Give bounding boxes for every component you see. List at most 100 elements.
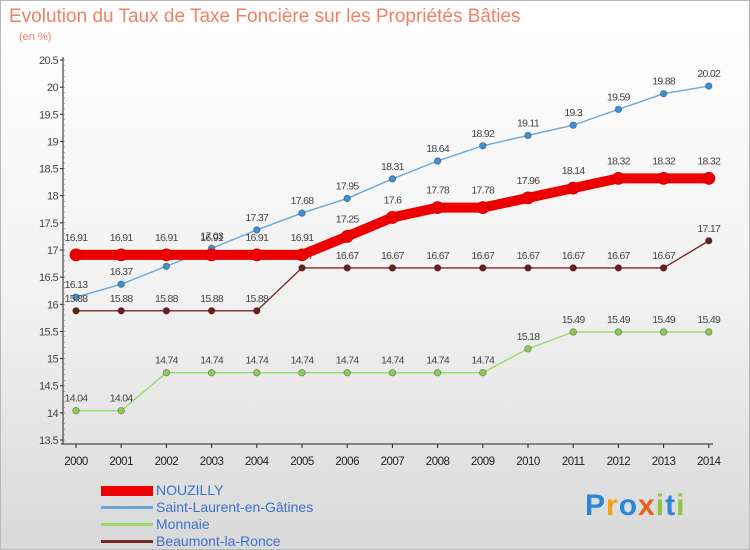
data-point-saint-laurent-en-g-tines (569, 121, 577, 129)
data-label-beaumont-la-ronce: 15.88 (200, 293, 224, 305)
y-tick-label: 13.5 (39, 435, 58, 447)
x-tick-label: 2013 (652, 456, 676, 468)
data-label-beaumont-la-ronce: 16.67 (426, 250, 450, 262)
data-label-saint-laurent-en-g-tines: 19.59 (607, 91, 631, 103)
data-point-saint-laurent-en-g-tines (479, 142, 487, 150)
data-label-saint-laurent-en-g-tines: 17.95 (336, 180, 360, 192)
data-label-saint-laurent-en-g-tines: 16.13 (65, 279, 89, 291)
y-tick-label: 17.5 (39, 218, 58, 230)
legend-label: Monnaie (156, 516, 210, 532)
data-point-nouzilly (295, 248, 309, 262)
data-label-nouzilly: 16.91 (155, 232, 179, 244)
x-tick-label: 2011 (562, 456, 585, 468)
data-label-saint-laurent-en-g-tines: 18.31 (381, 161, 405, 173)
data-label-monnaie: 15.49 (652, 314, 676, 326)
x-tick-label: 2014 (697, 456, 722, 468)
data-point-beaumont-la-ronce (253, 307, 261, 315)
data-label-saint-laurent-en-g-tines: 20.02 (697, 68, 721, 80)
data-point-beaumont-la-ronce (117, 307, 125, 315)
data-point-beaumont-la-ronce (614, 264, 623, 272)
y-tick-label: 14.5 (39, 381, 58, 393)
data-label-beaumont-la-ronce: 17.17 (697, 223, 721, 235)
x-tick-label: 2001 (109, 456, 133, 468)
data-label-beaumont-la-ronce: 15.88 (155, 293, 179, 305)
data-label-monnaie: 14.74 (426, 355, 450, 367)
data-label-monnaie: 14.74 (200, 355, 224, 367)
legend-swatch (101, 523, 153, 526)
data-label-saint-laurent-en-g-tines: 18.92 (471, 128, 495, 140)
data-point-nouzilly (612, 171, 625, 185)
data-label-beaumont-la-ronce: 15.88 (110, 293, 134, 305)
data-label-saint-laurent-en-g-tines: 17.68 (291, 195, 315, 207)
data-label-monnaie: 15.49 (607, 314, 631, 326)
data-label-beaumont-la-ronce: 15.88 (65, 293, 89, 305)
legend-swatch (101, 486, 153, 496)
data-point-beaumont-la-ronce (388, 264, 397, 272)
data-label-saint-laurent-en-g-tines: 16.37 (110, 266, 134, 278)
data-label-nouzilly: 17.25 (336, 213, 360, 225)
data-label-monnaie: 14.74 (245, 355, 269, 367)
data-label-beaumont-la-ronce: 15.88 (245, 293, 269, 305)
data-point-monnaie (162, 368, 171, 377)
y-tick-label: 20 (47, 82, 59, 94)
data-point-nouzilly (114, 248, 128, 262)
data-point-nouzilly (702, 171, 716, 185)
data-point-monnaie (117, 406, 125, 415)
data-point-monnaie (479, 368, 487, 377)
data-label-nouzilly: 16.91 (200, 232, 224, 244)
data-label-nouzilly: 17.96 (517, 175, 541, 187)
data-label-nouzilly: 16.91 (291, 232, 315, 244)
data-point-monnaie (72, 406, 80, 415)
x-tick-label: 2005 (290, 456, 314, 468)
data-point-saint-laurent-en-g-tines (433, 157, 442, 165)
y-tick-label: 14 (47, 408, 59, 420)
x-tick-label: 2002 (155, 456, 179, 468)
data-label-nouzilly: 17.78 (471, 185, 495, 197)
data-point-nouzilly (431, 201, 445, 215)
data-point-beaumont-la-ronce (162, 307, 171, 315)
proxiti-logo: Proxiti (585, 489, 686, 522)
data-label-beaumont-la-ronce: 16.67 (336, 250, 360, 262)
data-point-nouzilly (205, 248, 219, 262)
data-label-monnaie: 14.04 (110, 393, 134, 405)
data-label-nouzilly: 16.91 (110, 232, 134, 244)
data-point-saint-laurent-en-g-tines (659, 89, 668, 98)
data-point-nouzilly (340, 230, 354, 243)
data-point-beaumont-la-ronce (479, 264, 487, 272)
y-tick-label: 19.5 (39, 109, 58, 121)
x-tick-label: 2012 (607, 456, 631, 468)
data-point-nouzilly (159, 248, 173, 262)
y-tick-label: 18 (47, 191, 59, 203)
data-label-nouzilly: 16.91 (245, 232, 269, 244)
data-point-beaumont-la-ronce (298, 264, 306, 272)
data-point-saint-laurent-en-g-tines (253, 226, 261, 234)
legend-swatch (101, 540, 153, 543)
x-tick-label: 2000 (64, 456, 88, 468)
data-label-monnaie: 15.49 (562, 314, 586, 326)
data-point-saint-laurent-en-g-tines (162, 262, 171, 270)
data-label-monnaie: 15.18 (517, 331, 541, 343)
data-label-monnaie: 14.74 (291, 355, 315, 367)
data-point-saint-laurent-en-g-tines (524, 131, 532, 140)
y-tick-label: 16 (47, 299, 59, 311)
data-label-beaumont-la-ronce: 16.67 (562, 250, 586, 262)
data-point-monnaie (705, 328, 713, 336)
data-point-nouzilly (521, 191, 535, 205)
data-label-beaumont-la-ronce: 16.67 (652, 250, 676, 262)
x-tick-label: 2009 (471, 456, 495, 468)
data-point-monnaie (614, 328, 623, 336)
data-label-monnaie: 14.74 (381, 355, 405, 367)
data-label-monnaie: 15.49 (697, 314, 721, 326)
y-tick-label: 19 (47, 136, 59, 148)
data-label-nouzilly: 16.91 (65, 232, 89, 244)
y-tick-label: 20.5 (39, 55, 58, 67)
y-tick-label: 15 (47, 354, 59, 366)
data-label-monnaie: 14.04 (65, 393, 89, 405)
data-label-nouzilly: 18.14 (562, 165, 586, 177)
data-point-nouzilly (69, 248, 83, 262)
data-point-nouzilly (385, 211, 399, 224)
data-label-saint-laurent-en-g-tines: 17.37 (245, 212, 269, 224)
data-label-monnaie: 14.74 (336, 355, 360, 367)
data-label-nouzilly: 18.32 (697, 155, 721, 167)
